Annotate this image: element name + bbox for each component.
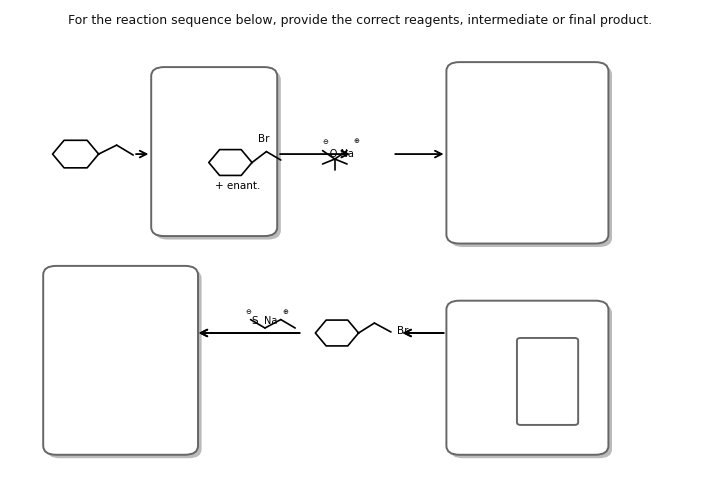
- Text: $\oplus$: $\oplus$: [353, 136, 360, 145]
- Text: -O Na: -O Na: [326, 149, 354, 159]
- FancyBboxPatch shape: [43, 266, 198, 455]
- Text: Br: Br: [258, 134, 270, 144]
- FancyBboxPatch shape: [446, 62, 608, 244]
- FancyBboxPatch shape: [155, 71, 281, 240]
- FancyBboxPatch shape: [517, 338, 578, 425]
- Text: $\ominus$: $\ominus$: [322, 137, 329, 146]
- FancyBboxPatch shape: [450, 66, 612, 247]
- Text: S: S: [251, 316, 258, 326]
- Text: For the reaction sequence below, provide the correct reagents, intermediate or f: For the reaction sequence below, provide…: [68, 14, 652, 27]
- Text: $\ominus$: $\ominus$: [246, 307, 253, 316]
- Text: + enant.: + enant.: [215, 181, 260, 191]
- FancyBboxPatch shape: [446, 301, 608, 455]
- FancyBboxPatch shape: [151, 67, 277, 236]
- FancyBboxPatch shape: [47, 269, 202, 458]
- Text: Na: Na: [264, 316, 277, 326]
- Text: $\oplus$: $\oplus$: [282, 307, 289, 316]
- Text: Br: Br: [397, 326, 408, 336]
- FancyBboxPatch shape: [450, 304, 612, 458]
